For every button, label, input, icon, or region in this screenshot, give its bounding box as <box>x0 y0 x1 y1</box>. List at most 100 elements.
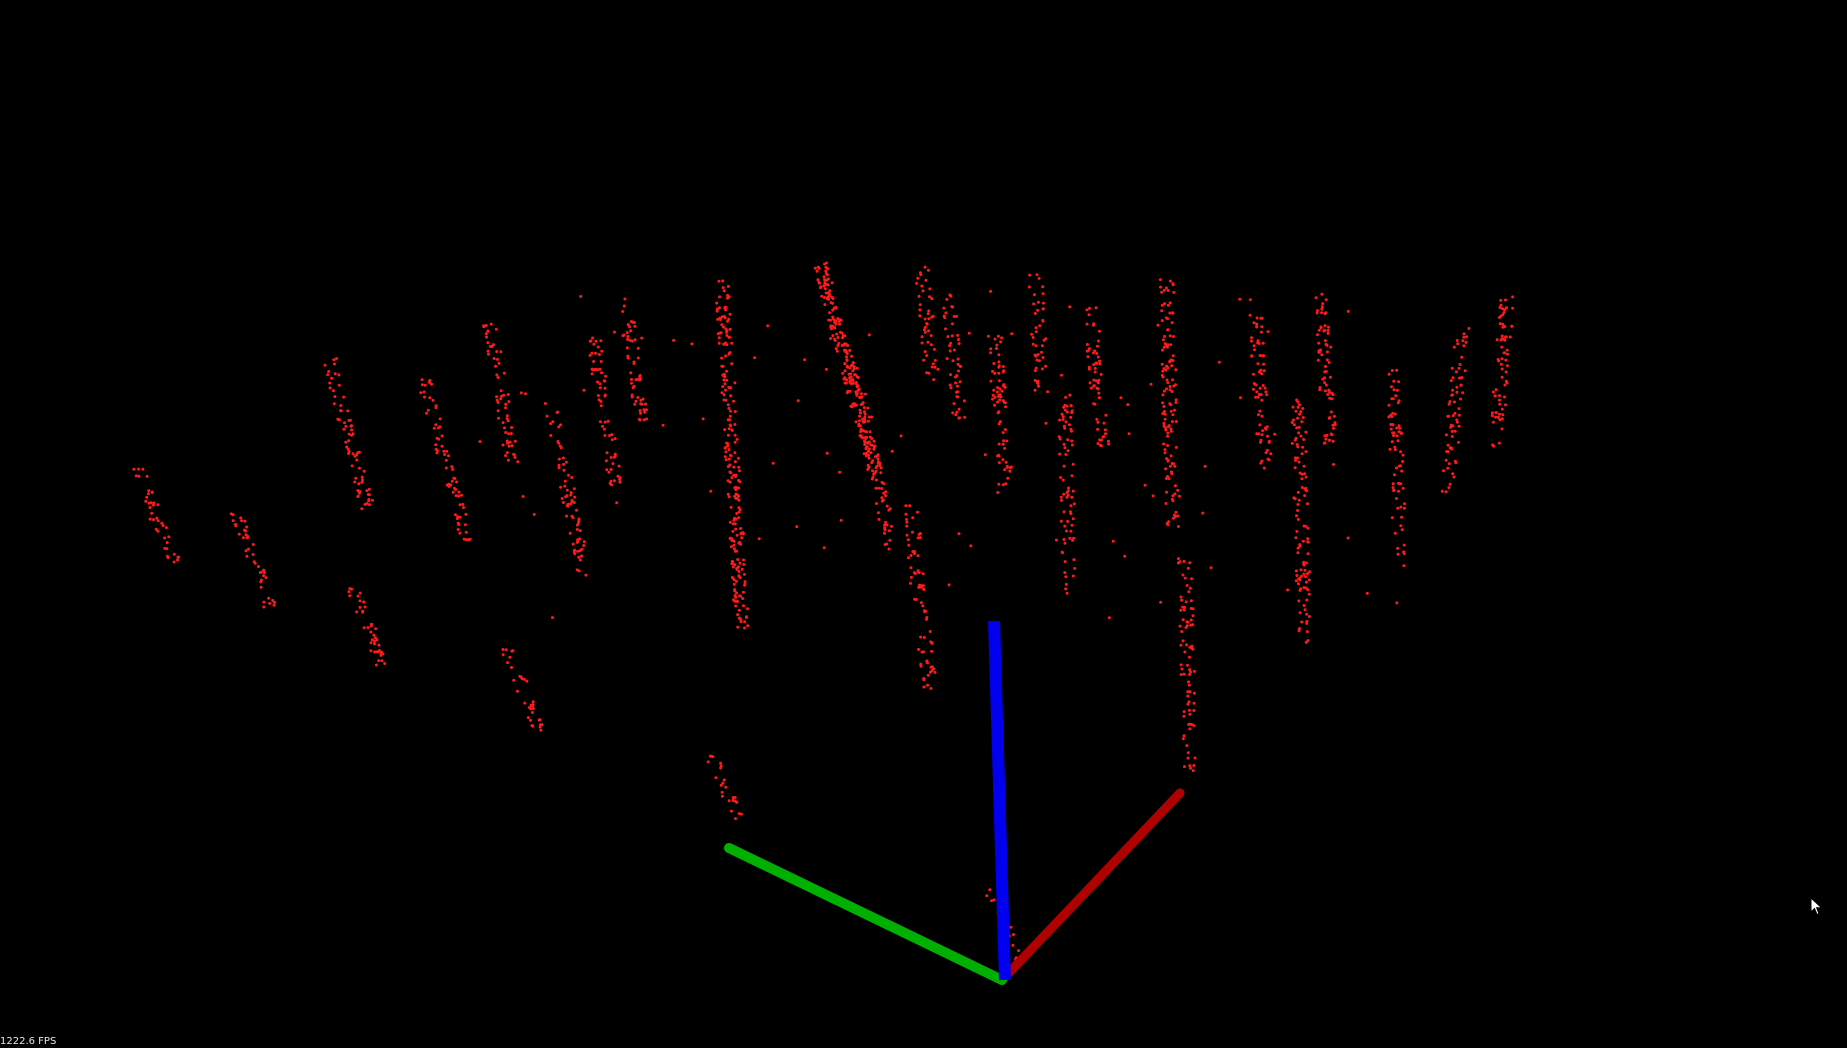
cloud-point <box>1314 296 1318 300</box>
cloud-point <box>531 704 535 708</box>
cloud-point <box>867 465 871 469</box>
cloud-point <box>727 418 730 422</box>
cloud-point <box>633 324 637 328</box>
cloud-point <box>910 530 914 534</box>
cloud-point <box>1168 385 1172 388</box>
cloud-point <box>507 444 511 448</box>
cloud-point <box>510 666 513 669</box>
cloud-point <box>956 357 960 361</box>
cloud-point <box>835 332 839 336</box>
cloud-point <box>1040 350 1043 354</box>
cloud-point <box>999 340 1003 344</box>
cloud-point <box>1317 350 1321 354</box>
cloud-point <box>1267 458 1271 462</box>
cloud-point <box>1298 403 1301 407</box>
cloud-point <box>918 303 922 307</box>
cloud-point <box>736 613 740 617</box>
cloud-point <box>1162 410 1166 413</box>
cloud-point <box>368 503 371 507</box>
cloud-point <box>1258 386 1262 390</box>
cloud-point <box>1498 322 1502 326</box>
cloud-point <box>1176 488 1180 492</box>
cloud-point <box>360 507 364 511</box>
cloud-point <box>1387 372 1391 376</box>
cloud-point <box>936 367 940 371</box>
cloud-point <box>1034 330 1038 334</box>
cloud-point <box>1062 538 1066 541</box>
cloud-point <box>997 422 1001 426</box>
cloud-point <box>734 800 737 803</box>
cloud-point <box>1394 394 1398 398</box>
cloud-point <box>1259 393 1263 397</box>
cloud-point <box>434 423 438 427</box>
arrow-cursor-icon <box>1810 897 1823 916</box>
cloud-point <box>1450 435 1454 438</box>
cloud-point <box>1102 435 1106 439</box>
cloud-point <box>1295 426 1299 430</box>
cloud-point <box>529 718 533 722</box>
cloud-point <box>995 347 998 350</box>
cloud-point <box>601 424 604 428</box>
cloud-point <box>1324 437 1328 441</box>
cloud-point <box>1004 482 1008 486</box>
cloud-point <box>632 362 636 365</box>
cloud-point <box>503 426 506 430</box>
cloud-point <box>1298 578 1302 582</box>
cloud-point <box>721 286 725 290</box>
cloud-point <box>909 566 913 570</box>
cloud-point <box>630 395 634 399</box>
cloud-point <box>505 439 509 443</box>
cloud-point <box>1252 344 1256 348</box>
cloud-point <box>863 443 867 446</box>
cloud-point <box>355 458 359 462</box>
cloud-point <box>1302 438 1306 441</box>
cloud-point <box>883 528 887 532</box>
cloud-point <box>1066 438 1070 442</box>
cloud-point <box>885 523 889 527</box>
cloud-point <box>1092 351 1095 355</box>
cloud-point <box>1063 560 1067 564</box>
cloud-point <box>596 380 599 384</box>
cloud-point <box>1180 598 1184 602</box>
cloud-point <box>259 580 263 584</box>
cloud-point <box>1295 398 1299 402</box>
cloud-point <box>344 424 348 428</box>
cloud-point <box>727 448 731 452</box>
cloud-point <box>442 449 446 453</box>
cloud-point <box>1068 510 1072 514</box>
cloud-point <box>457 523 461 527</box>
cloud-point <box>1186 751 1190 755</box>
cloud-point <box>834 305 838 309</box>
cloud-point <box>468 537 472 541</box>
cloud-point <box>1161 393 1165 397</box>
cloud-point <box>843 369 847 373</box>
cloud-point <box>921 584 925 588</box>
cloud-point <box>1331 393 1335 397</box>
cloud-point <box>464 512 468 516</box>
cloud-point <box>1027 285 1031 289</box>
cloud-point <box>725 441 729 445</box>
cloud-point <box>958 380 962 384</box>
cloud-point <box>1296 503 1300 506</box>
cloud-point <box>1316 333 1319 337</box>
cloud-point <box>851 402 855 406</box>
cloud-point <box>969 544 973 548</box>
cloud-point <box>831 297 835 300</box>
cloud-point <box>1395 434 1399 438</box>
cloud-point <box>1248 313 1252 317</box>
cloud-point <box>952 348 956 352</box>
cloud-point <box>1448 446 1452 450</box>
cloud-point <box>453 513 457 517</box>
cloud-point <box>1459 383 1463 387</box>
cloud-point <box>630 378 633 381</box>
cloud-point <box>1303 472 1307 476</box>
cloud-point <box>348 418 352 422</box>
cloud-point <box>993 371 997 375</box>
cloud-point <box>967 331 971 335</box>
cloud-point <box>492 343 495 347</box>
cloud-point <box>917 585 921 589</box>
cloud-point <box>717 336 721 340</box>
cloud-point <box>914 598 918 601</box>
